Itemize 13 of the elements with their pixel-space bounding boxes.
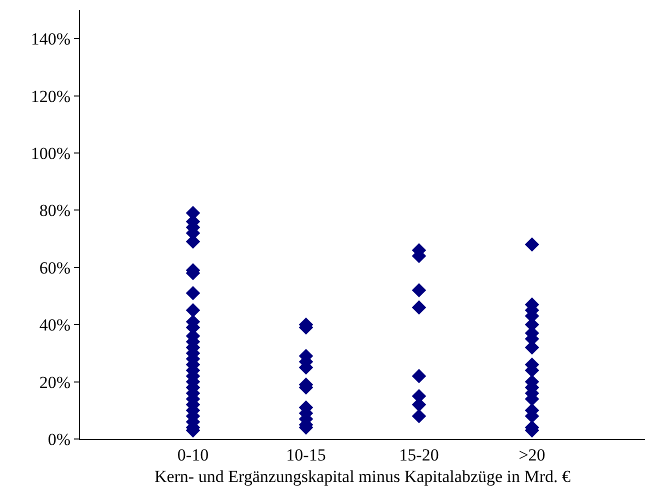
x-tick-label: 15-20 bbox=[399, 445, 439, 464]
y-tick-label: 0% bbox=[48, 430, 71, 449]
y-tick-label: 40% bbox=[39, 316, 71, 335]
y-tick-label: 80% bbox=[39, 201, 71, 220]
y-tick-label: 120% bbox=[30, 86, 71, 106]
y-tick-label: 20% bbox=[39, 372, 71, 392]
x-tick-label: 10-15 bbox=[286, 445, 326, 464]
y-tick-label: 140% bbox=[30, 30, 71, 49]
x-tick-label: 0-10 bbox=[177, 445, 209, 464]
y-tick-label: 100% bbox=[30, 144, 71, 163]
y-tick-label: 60% bbox=[39, 258, 71, 278]
x-tick-label: >20 bbox=[518, 445, 546, 464]
x-axis-title: Kern- und Ergänzungskapital minus Kapitalabzüge in Mrd. € bbox=[154, 466, 572, 486]
